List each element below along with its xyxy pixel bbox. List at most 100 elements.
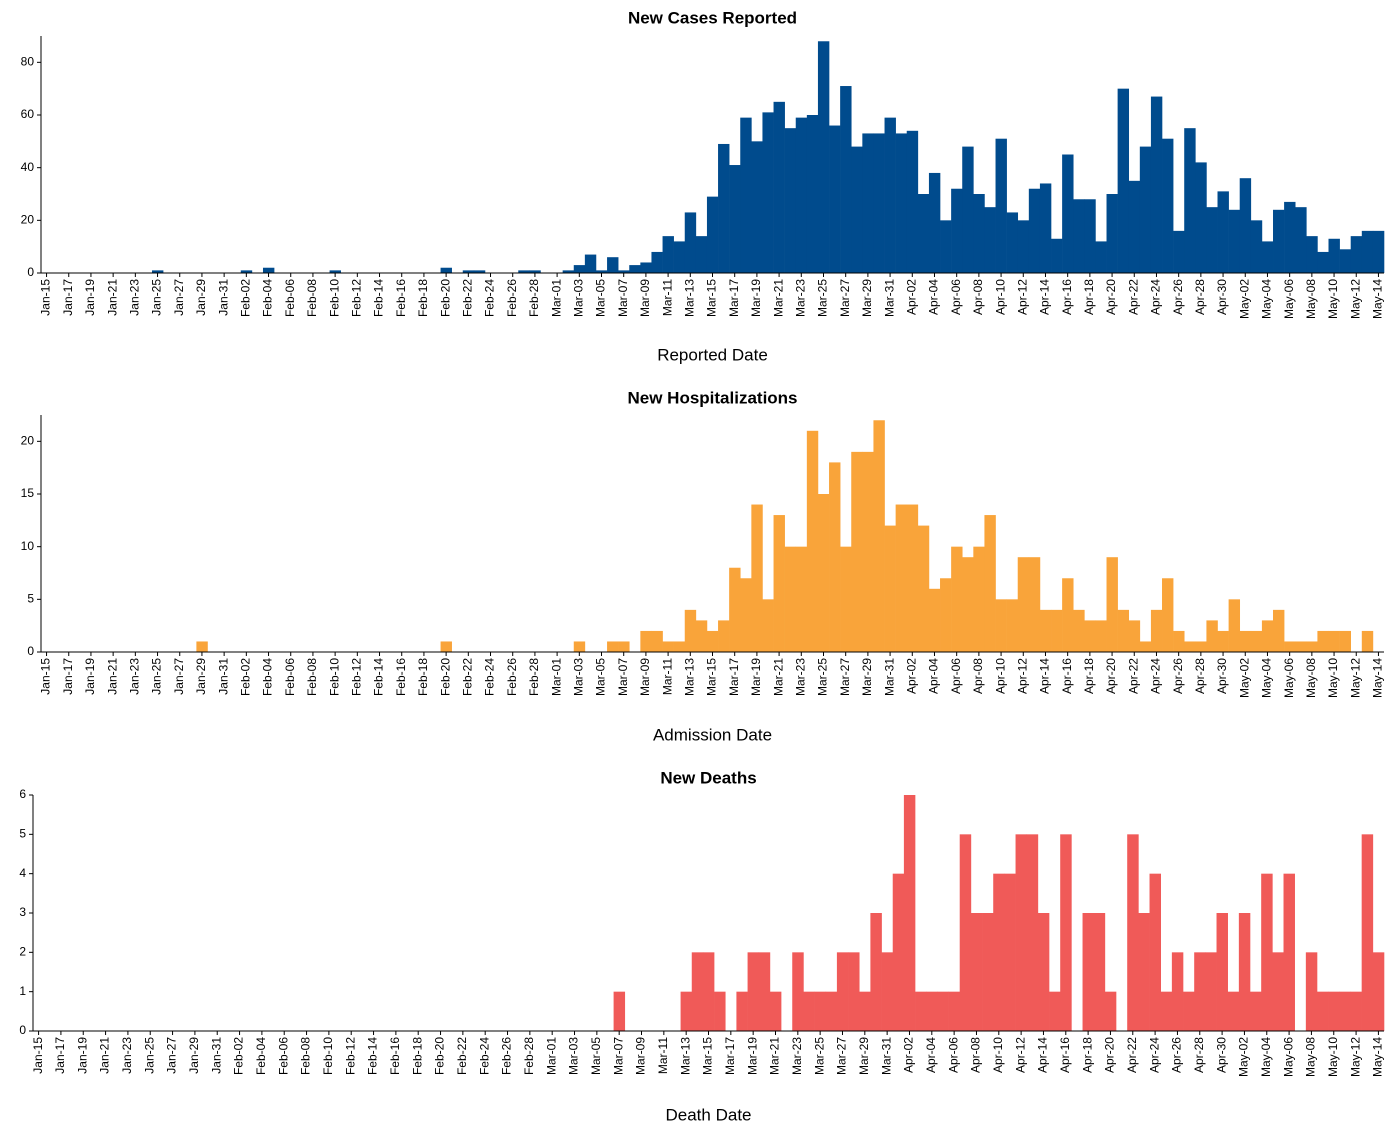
x-tick-label: May-14: [1371, 279, 1385, 319]
bar: [1093, 913, 1106, 1031]
bar: [1051, 238, 1063, 273]
x-tick-label: Apr-04: [924, 1037, 938, 1073]
bar: [1317, 630, 1329, 652]
bar: [1194, 952, 1206, 1031]
x-tick-label: Mar-23: [790, 1037, 804, 1075]
x-tick-label: Mar-29: [860, 658, 874, 696]
bar: [973, 194, 985, 273]
bar: [1084, 199, 1096, 273]
x-tick-label: Feb-04: [254, 1037, 268, 1075]
bar: [926, 991, 938, 1031]
bar: [906, 504, 919, 652]
x-tick-label: Apr-24: [1149, 279, 1163, 315]
bar: [937, 991, 949, 1031]
bar: [684, 609, 697, 652]
x-tick-label: Mar-09: [638, 658, 652, 696]
bar: [1073, 199, 1085, 273]
x-tick-label: Feb-02: [239, 279, 253, 317]
bar: [1162, 138, 1174, 273]
x-tick-label: Jan-15: [39, 279, 53, 316]
bar: [1273, 209, 1285, 273]
bar: [973, 546, 985, 652]
bar: [1128, 620, 1141, 652]
bar: [795, 117, 808, 273]
y-tick-label: 20: [21, 213, 35, 227]
bar: [940, 578, 952, 652]
bar: [1184, 128, 1196, 273]
bar: [1150, 609, 1163, 652]
y-tick-label: 10: [21, 539, 35, 553]
bar: [740, 578, 752, 652]
bar: [1117, 609, 1130, 652]
bar: [1006, 599, 1019, 652]
bar: [1026, 834, 1039, 1031]
bar: [1160, 991, 1173, 1031]
x-tick-label: Apr-14: [1038, 658, 1052, 694]
bar: [1261, 873, 1273, 1031]
x-tick-label: Mar-19: [749, 279, 763, 317]
x-tick-label: Mar-23: [793, 279, 807, 317]
x-axis-title: Admission Date: [653, 725, 772, 744]
bar: [1339, 991, 1351, 1031]
bar: [751, 504, 763, 652]
bar: [1173, 630, 1185, 652]
bar: [1095, 241, 1107, 273]
bar: [1228, 209, 1241, 273]
bar: [695, 620, 708, 652]
x-tick-label: Jan-31: [216, 279, 230, 316]
x-tick-label: Jan-25: [150, 279, 164, 316]
bar: [1073, 609, 1085, 652]
bar: [640, 262, 652, 273]
bar: [1361, 230, 1374, 273]
bar: [1328, 238, 1340, 273]
bar: [1250, 991, 1262, 1031]
x-tick-label: Jan-21: [105, 658, 119, 695]
x-tick-label: Feb-04: [261, 279, 275, 317]
x-tick-label: Mar-09: [634, 1037, 648, 1075]
x-tick-label: Feb-18: [410, 1037, 424, 1075]
x-tick-label: Jan-19: [83, 658, 97, 695]
x-tick-label: May-12: [1348, 1037, 1362, 1077]
bar: [1217, 191, 1229, 273]
bar: [970, 913, 983, 1031]
x-tick-label: Jan-29: [187, 1037, 201, 1074]
x-tick-label: Apr-06: [946, 1037, 960, 1073]
x-tick-label: Apr-02: [904, 658, 918, 694]
bar: [836, 952, 849, 1031]
x-tick-label: Apr-22: [1125, 1037, 1139, 1073]
bar: [736, 991, 748, 1031]
y-tick-label: 80: [21, 55, 35, 69]
bar: [1017, 220, 1030, 273]
x-tick-label: Mar-19: [749, 658, 763, 696]
bar: [1106, 557, 1118, 652]
bar: [714, 991, 726, 1031]
bar: [895, 133, 908, 273]
bar: [892, 873, 905, 1031]
bar: [917, 194, 930, 273]
bar: [1295, 207, 1307, 273]
bar: [595, 270, 608, 273]
y-tick-label: 60: [21, 107, 35, 121]
x-tick-label: Feb-08: [305, 279, 319, 317]
bar: [859, 991, 871, 1031]
x-tick-label: May-06: [1282, 658, 1296, 698]
x-tick-label: May-14: [1371, 658, 1385, 698]
bar: [784, 128, 797, 273]
bar: [806, 430, 819, 652]
x-tick-label: Jan-31: [209, 1037, 223, 1074]
x-tick-label: Feb-12: [349, 279, 363, 317]
x-tick-label: Mar-11: [660, 279, 674, 316]
bar: [573, 265, 586, 273]
bar: [673, 241, 686, 273]
x-tick-label: May-04: [1259, 1037, 1273, 1077]
bar: [1184, 641, 1196, 652]
bar: [1273, 609, 1285, 652]
x-tick-label: Jan-21: [98, 1037, 112, 1074]
bar: [1295, 641, 1307, 652]
x-tick-label: Jan-27: [172, 279, 186, 316]
bar: [906, 130, 919, 273]
x-tick-label: Apr-26: [1171, 279, 1185, 315]
bar: [196, 641, 208, 652]
x-tick-label: Apr-10: [993, 279, 1007, 315]
